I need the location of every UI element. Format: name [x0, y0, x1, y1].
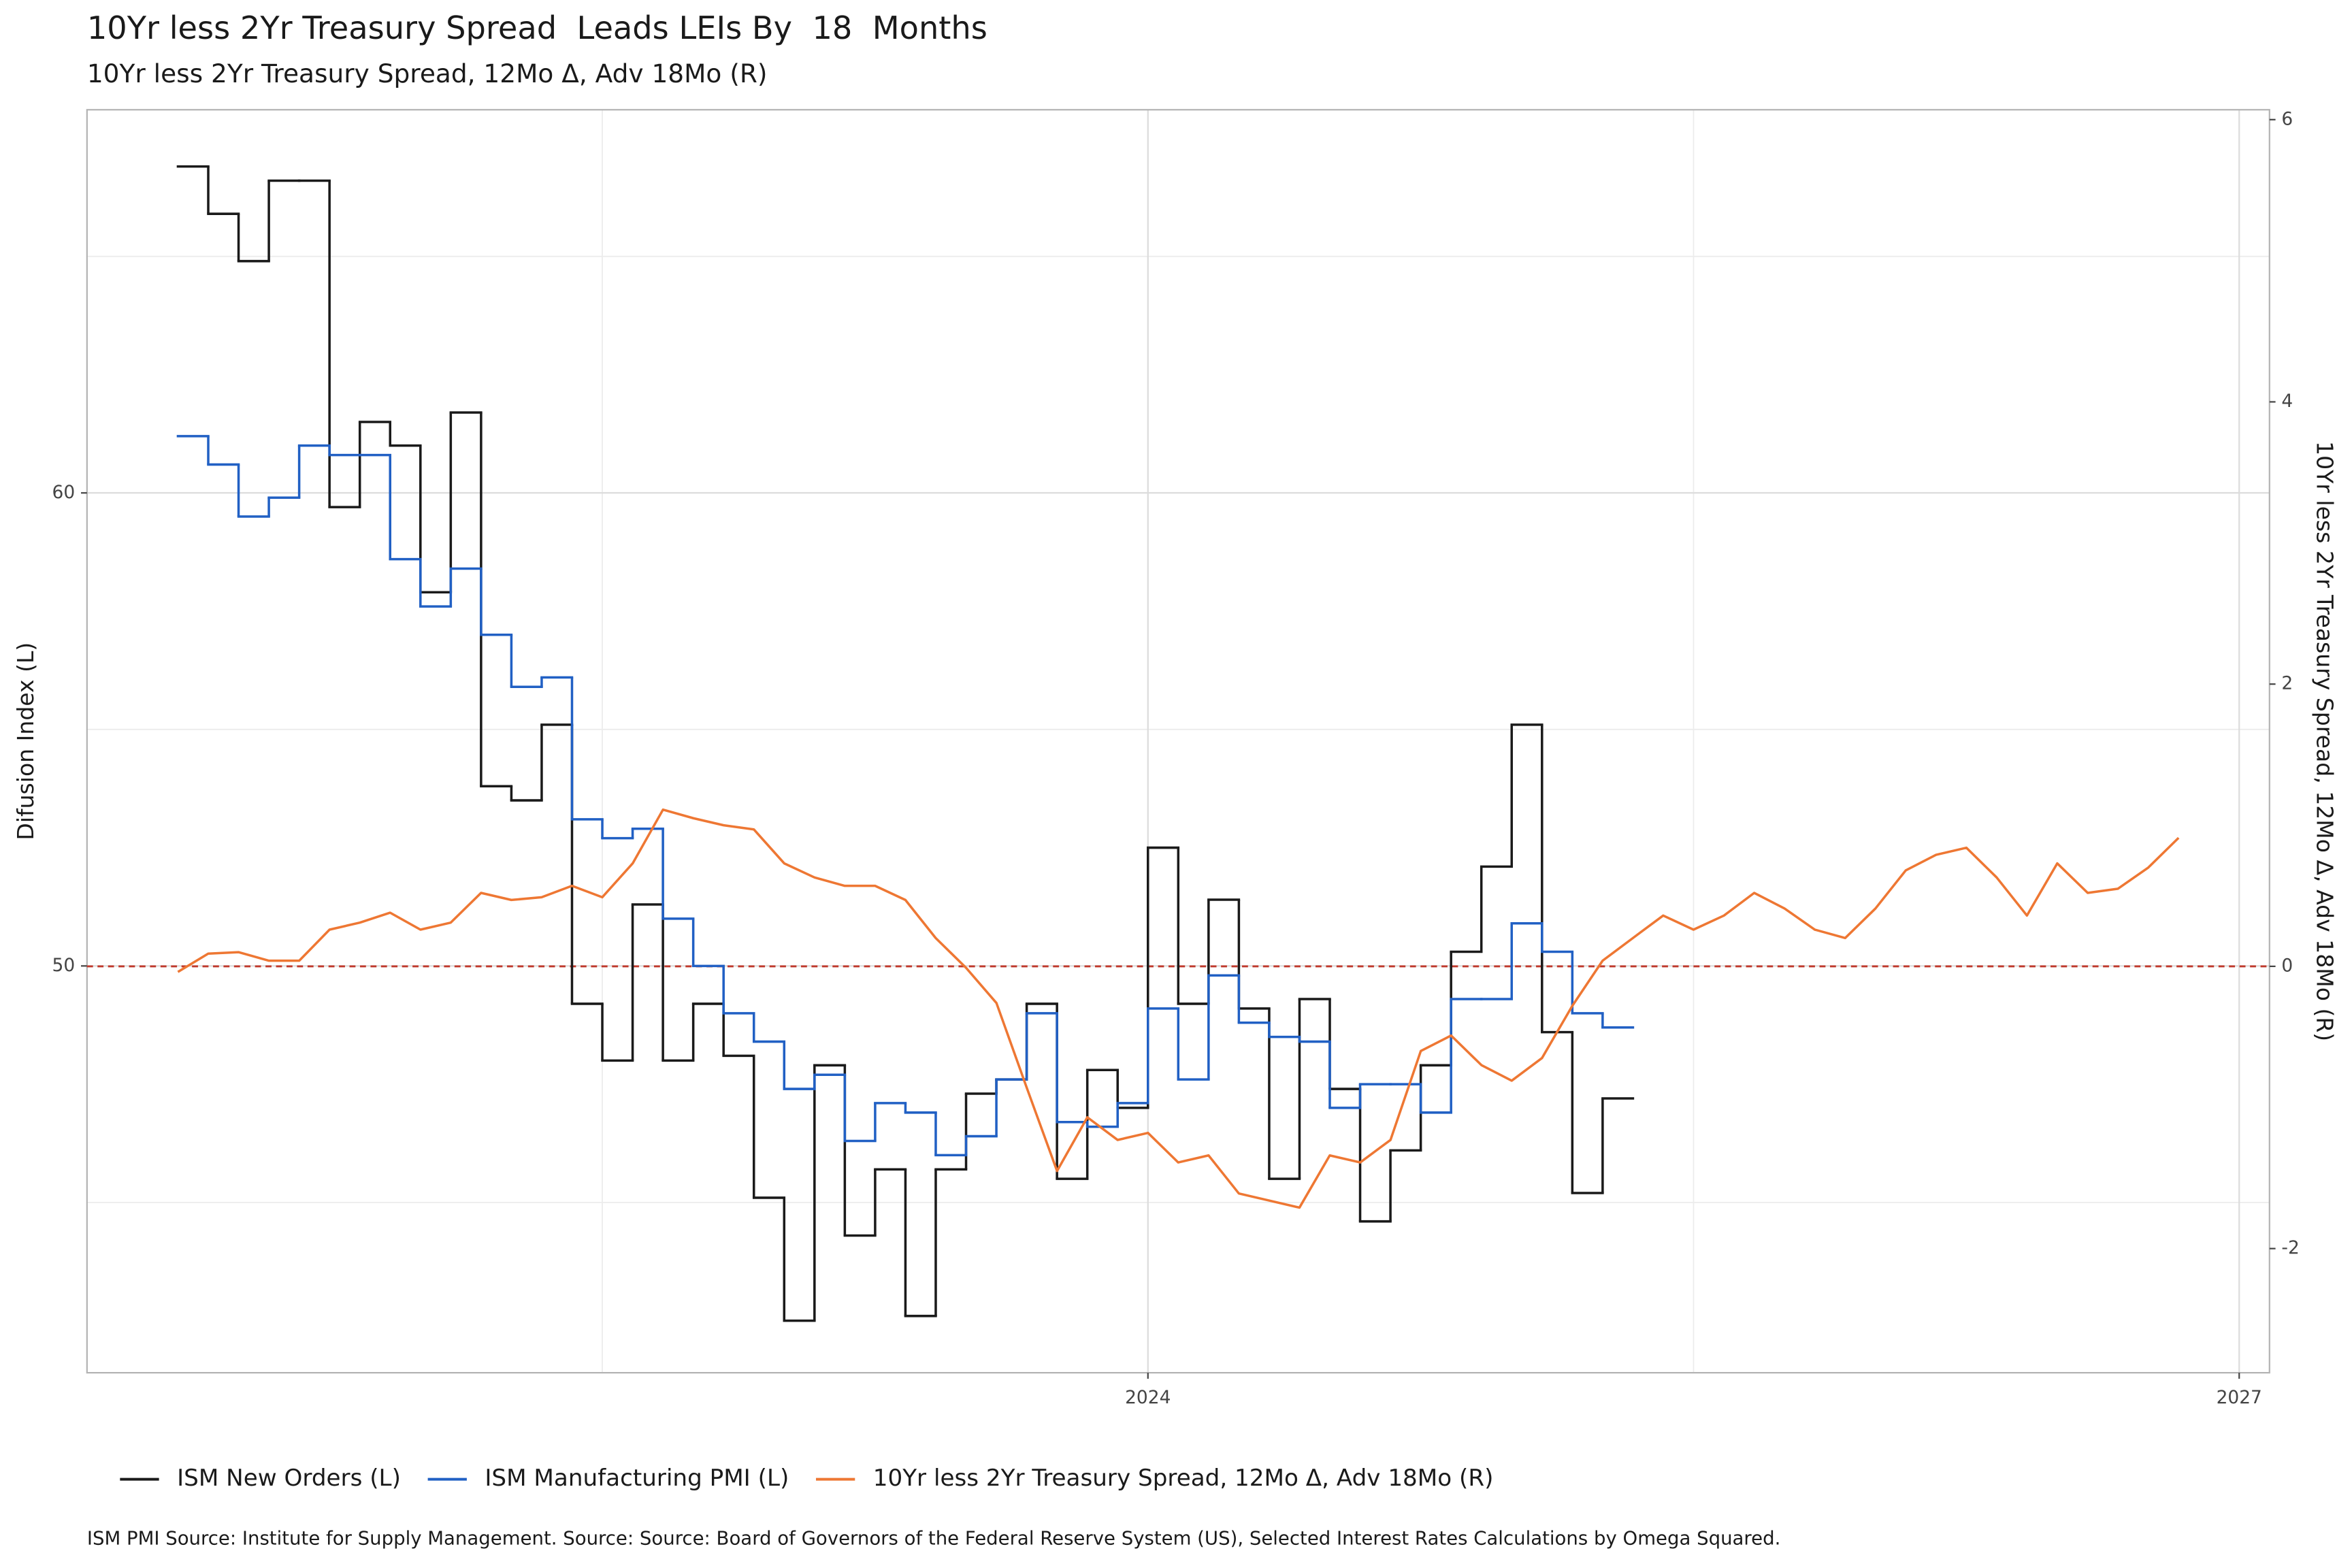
y2-tick-label: 6: [2281, 108, 2293, 129]
y-tick-label: 50: [52, 955, 76, 976]
legend-label: 10Yr less 2Yr Treasury Spread, 12Mo Δ, A…: [873, 1465, 1494, 1492]
y2-tick-label: 0: [2281, 955, 2293, 976]
line: [177, 808, 2180, 1209]
y2-tick-label: 2: [2281, 673, 2293, 694]
y-tick-label: 60: [52, 482, 76, 503]
y-axis-label: Difusion Index (L): [12, 642, 39, 840]
chart-title: 10Yr less 2Yr Treasury Spread Leads LEIs…: [87, 10, 987, 46]
series: [176, 165, 1635, 1322]
y2-tick-label: -2: [2281, 1237, 2299, 1258]
legend-label: ISM New Orders (L): [177, 1465, 401, 1492]
chart-subtitle: 10Yr less 2Yr Treasury Spread, 12Mo Δ, A…: [87, 59, 768, 88]
plot-border: [86, 109, 2270, 1374]
series: [176, 435, 1635, 1157]
x-tick-label: 2027: [2217, 1387, 2262, 1408]
y2-tick-label: 4: [2281, 391, 2293, 412]
x-tick-label: 2024: [1125, 1387, 1171, 1408]
caption: ISM PMI Source: Institute for Supply Man…: [87, 1528, 1781, 1550]
y2-axis-label: 10Yr less 2Yr Treasury Spread, 12Mo Δ, A…: [2312, 441, 2338, 1041]
series: [177, 808, 2180, 1209]
legend-label: ISM Manufacturing PMI (L): [485, 1465, 789, 1492]
